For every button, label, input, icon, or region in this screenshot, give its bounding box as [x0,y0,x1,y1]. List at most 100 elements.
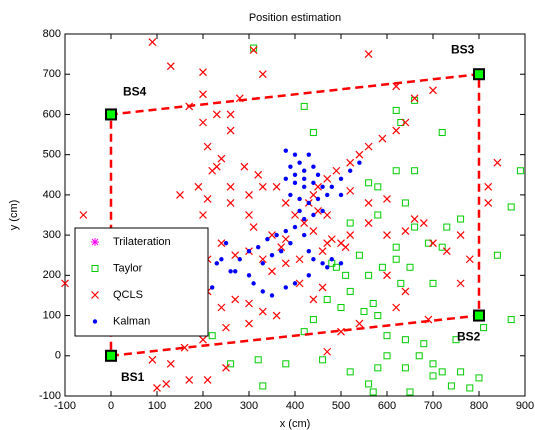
qcls-point [245,299,253,308]
kalman-point [329,184,334,190]
taylor-point [392,243,400,251]
qcls-point [484,199,493,207]
taylor-point [392,255,400,263]
qcls-point [355,319,364,328]
kalman-point [311,257,316,262]
kalman-point [338,261,344,266]
taylor-point [457,215,465,223]
qcls-point [332,166,341,175]
qcls-point [166,359,175,368]
taylor-point [411,96,419,104]
taylor-point [374,312,382,320]
qcls-point [484,182,493,191]
taylor-point [250,44,258,52]
taylor-point [447,382,455,390]
x-tick-label: 800 [470,400,488,412]
kalman-point [233,269,238,274]
kalman-point [306,273,311,278]
qcls-point [323,211,332,219]
qcls-point [364,50,373,59]
taylor-point [392,106,400,114]
taylor-point [365,271,373,279]
qcls-point [346,186,355,195]
x-tick-label: 300 [240,400,258,412]
qcls-point [364,199,373,207]
chart-title: Position estimation [249,12,341,24]
y-tick-label: 200 [43,269,61,281]
taylor-point [401,199,409,207]
qcls-point [258,70,267,79]
base-station [473,309,485,322]
legend-label: QCLS [113,289,143,301]
taylor-point [369,388,377,396]
kalman-point [320,208,325,214]
taylor-point [346,368,354,376]
taylor-point [254,356,262,364]
qcls-point [176,190,184,199]
taylor-point [411,223,419,231]
kalman-point [325,265,330,270]
kalman-point [338,176,344,181]
qcls-point [401,227,410,236]
taylor-point [401,336,409,344]
qcls-point [341,243,350,252]
taylor-point [411,167,419,175]
qcls-point [419,219,428,227]
taylor-point [360,308,368,316]
kalman-point [302,216,307,222]
base-station [473,68,485,81]
qcls-point [272,182,281,191]
taylor-point [415,352,423,360]
qcls-point [231,251,240,260]
kalman-point [260,261,265,266]
y-tick-label: 600 [43,108,61,120]
qcls-point [346,158,355,167]
qcls-point [291,211,299,219]
y-tick-label: 800 [43,28,61,40]
kalman-point [338,192,344,198]
qcls-point [327,235,336,244]
qcls-point [268,231,276,240]
qcls-point [295,279,304,288]
kalman-point [302,168,307,173]
kalman-point [315,172,321,177]
taylor-point [406,263,414,271]
kalman-point [260,289,265,294]
taylor-point [383,332,391,340]
taylor-point [516,167,524,175]
kalman-point [269,253,275,258]
taylor-point [346,287,354,295]
kalman-point [228,269,233,274]
taylor-point [429,360,437,368]
y-tick-label: 300 [43,229,61,241]
taylor-point [438,243,446,251]
taylor-point [466,384,474,392]
qcls-point [258,255,267,264]
taylor-point [369,299,377,307]
y-tick-label: 0 [55,350,61,362]
qcls-point [194,182,203,191]
taylor-point [452,336,460,344]
kalman-point [315,196,321,202]
y-axis-label: y (cm) [8,200,20,231]
base-station [105,108,117,121]
qcls-point [203,142,212,151]
kalman-point [329,257,334,262]
taylor-point [259,382,267,390]
taylor-point [365,179,373,187]
qcls-point [456,279,465,288]
qcls-point [314,182,322,191]
x-tick-label: 900 [516,400,534,412]
kalman-point [251,281,256,286]
taylor-point [355,251,363,259]
station-label: BS2 [457,330,481,344]
legend-box [74,227,209,337]
qcls-point [240,162,249,171]
qcls-point [199,68,207,77]
qcls-point [162,380,171,388]
qcls-point [465,255,474,264]
taylor-point [397,118,405,126]
qcls-point [185,375,194,384]
qcls-point [231,295,240,304]
qcls-point [226,126,235,135]
